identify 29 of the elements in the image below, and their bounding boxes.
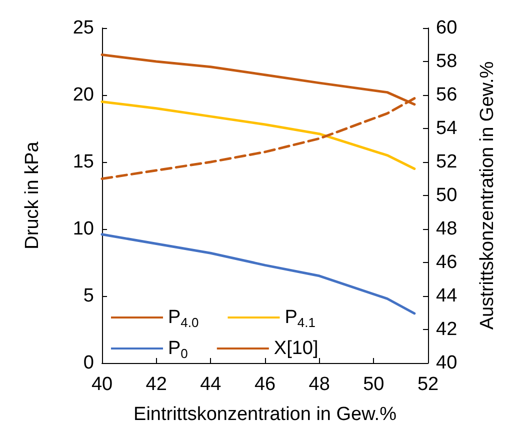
y2-tick-label: 54 — [436, 118, 458, 139]
y2-tick-label: 58 — [436, 51, 458, 72]
y2-axis-title: Austrittskonzentration in Gew.% — [477, 61, 498, 330]
y2-tick-label: 40 — [436, 352, 458, 374]
x-tick-label: 52 — [417, 374, 439, 395]
y2-tick-label: 42 — [436, 319, 458, 340]
x-tick-label: 44 — [200, 374, 222, 395]
y-axis-title: Druck in kPa — [22, 141, 43, 250]
x-tick-label: 42 — [146, 374, 167, 395]
y2-tick-label: 50 — [436, 185, 458, 206]
y2-tick-label: 44 — [436, 286, 458, 306]
x-tick-label: 46 — [254, 374, 276, 395]
y2-tick-label: 46 — [436, 252, 458, 273]
y-tick-label: 10 — [72, 218, 94, 240]
y2-tick-label: 48 — [436, 218, 458, 240]
x-tick-label: 40 — [91, 374, 113, 395]
y2-tick-label: 60 — [436, 18, 458, 38]
x-tick-label: 48 — [308, 374, 330, 395]
line-series — [100, 100, 416, 170]
y2-tick-label: 56 — [436, 84, 458, 106]
y-tick-label: 25 — [72, 18, 94, 38]
y-tick-label: 15 — [72, 152, 94, 172]
y-tick-label: 20 — [72, 84, 94, 106]
x-axis-title: Eintrittskonzentration in Gew.% — [134, 404, 397, 425]
y-tick-label: 5 — [83, 286, 94, 306]
y-tick-label: 0 — [83, 352, 94, 374]
y2-tick-label: 52 — [436, 152, 458, 172]
legend-label: X[10] — [274, 338, 338, 359]
x-tick-label: 50 — [363, 374, 384, 395]
